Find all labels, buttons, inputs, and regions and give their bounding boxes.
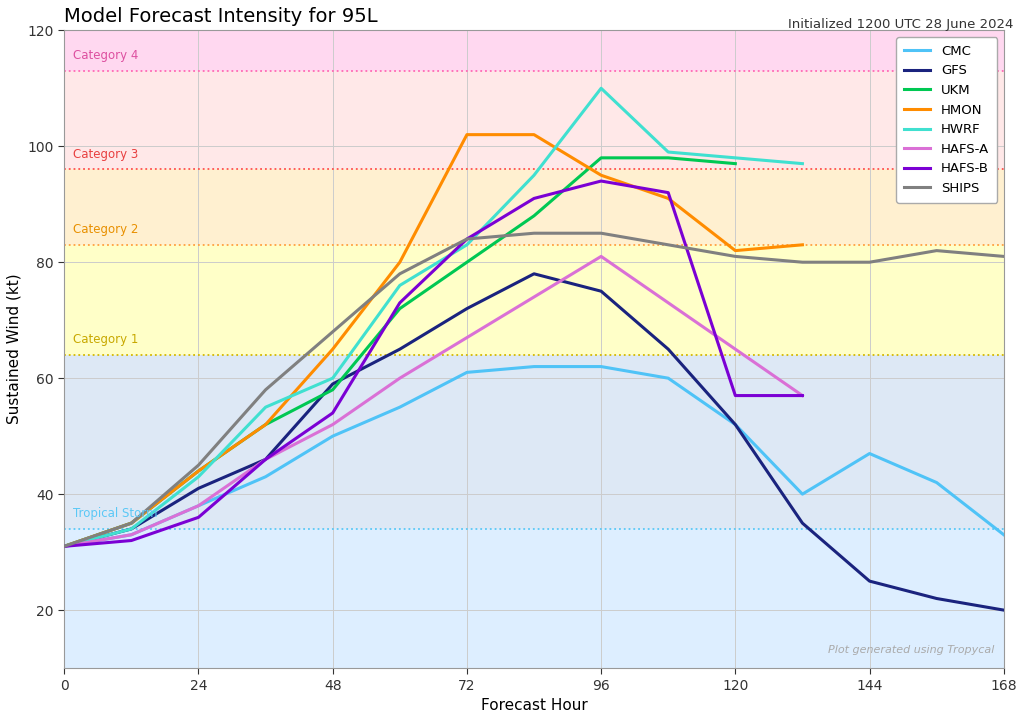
Text: Model Forecast Intensity for 95L: Model Forecast Intensity for 95L (65, 7, 378, 26)
Legend: CMC, GFS, UKM, HMON, HWRF, HAFS-A, HAFS-B, SHIPS: CMC, GFS, UKM, HMON, HWRF, HAFS-A, HAFS-… (896, 37, 997, 203)
Text: Plot generated using Tropycal: Plot generated using Tropycal (828, 645, 994, 655)
Text: Category 1: Category 1 (73, 333, 138, 346)
Bar (65, 30, 1004, 71)
Text: Category 3: Category 3 (73, 148, 138, 161)
Text: Category 2: Category 2 (73, 223, 138, 236)
Text: Tropical Storm: Tropical Storm (73, 507, 157, 521)
Bar (65, 529, 1004, 668)
X-axis label: Forecast Hour: Forecast Hour (480, 698, 588, 713)
Text: Category 4: Category 4 (73, 49, 138, 62)
Bar (65, 245, 1004, 355)
Text: Initialized 1200 UTC 28 June 2024: Initialized 1200 UTC 28 June 2024 (788, 18, 1014, 31)
Bar (65, 71, 1004, 169)
Y-axis label: Sustained Wind (kt): Sustained Wind (kt) (7, 274, 22, 425)
Bar (65, 355, 1004, 529)
Bar (65, 169, 1004, 245)
